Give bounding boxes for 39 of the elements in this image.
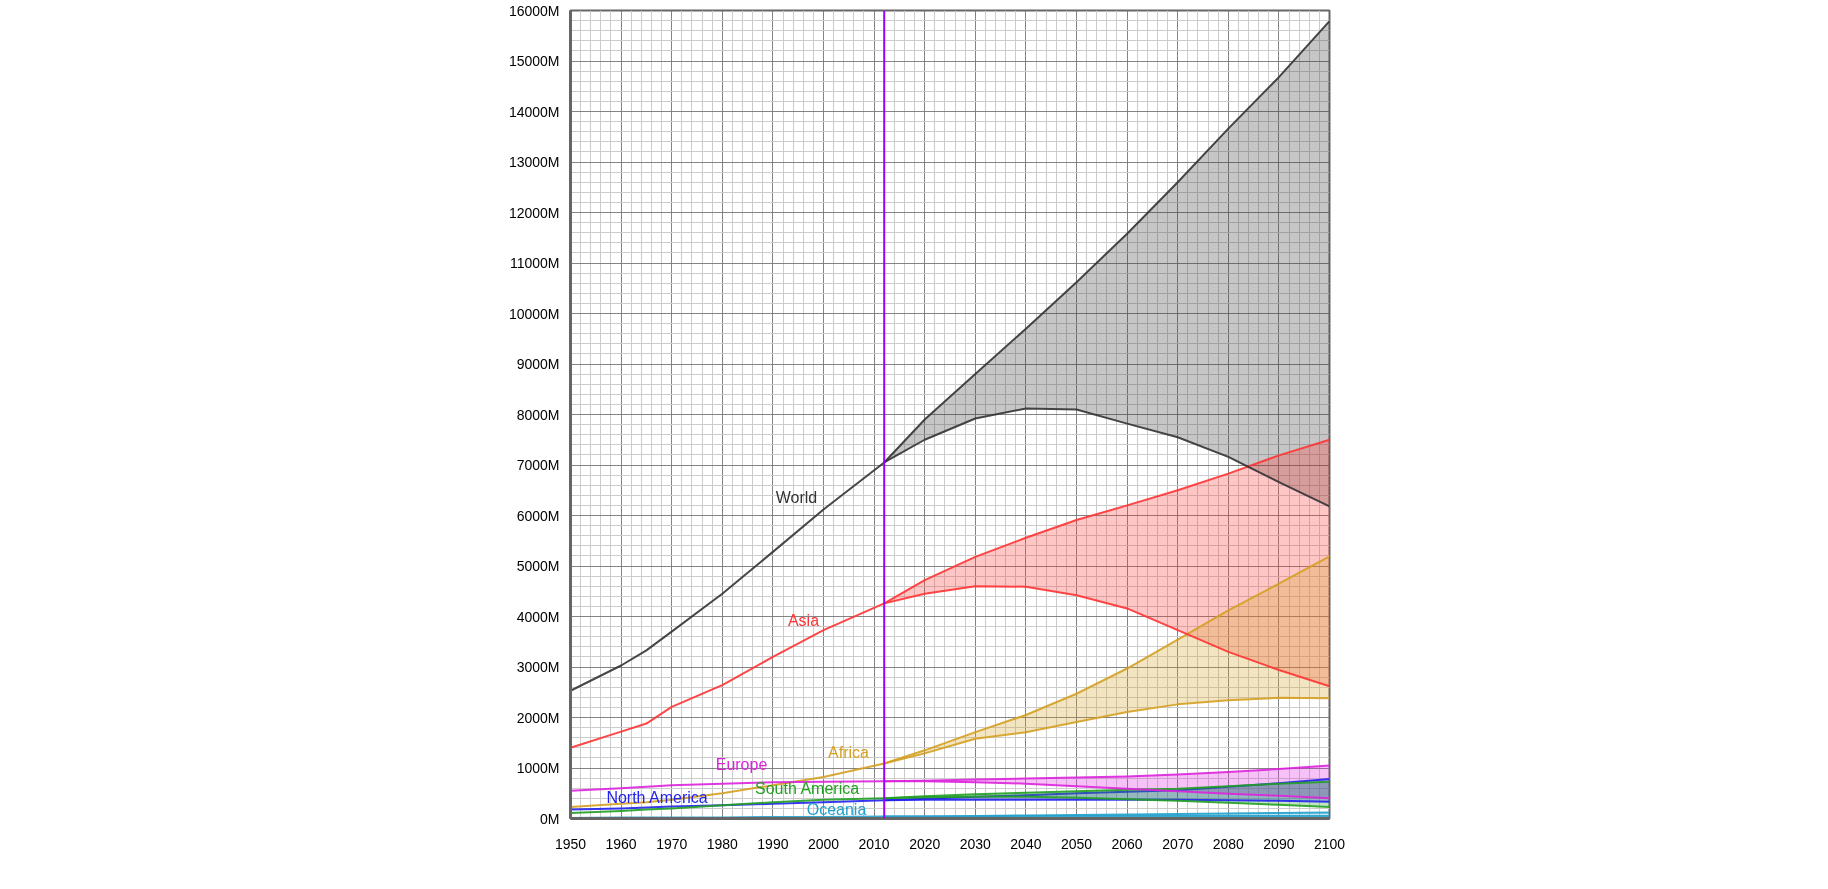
annotation: Oceania <box>806 801 867 818</box>
x-tick-label: 2090 <box>1263 835 1295 852</box>
x-tick-label: 1950 <box>554 835 587 852</box>
x-tick-label: 2010 <box>858 835 890 852</box>
y-tick-label: 0M <box>540 810 560 827</box>
x-tick-label: 1990 <box>757 835 789 852</box>
y-tick-label: 10000M <box>508 305 560 322</box>
x-tick-label: 2050 <box>1060 835 1093 852</box>
y-tick-label: 12000M <box>508 204 560 221</box>
y-tick-label: 11000M <box>509 255 560 271</box>
x-tick-label: 2020 <box>909 835 941 852</box>
x-tick-label: 2030 <box>959 835 992 852</box>
y-tick-label: 5000M <box>516 558 560 574</box>
annotation: Africa <box>828 744 870 761</box>
y-tick-label: 9000M <box>516 356 560 372</box>
x-tick-label: 2000 <box>807 835 840 852</box>
annotation: South America <box>755 780 860 797</box>
y-tick-label: 15000M <box>508 53 560 69</box>
y-tick-label: 14000M <box>508 103 560 120</box>
annotation: Europe <box>715 756 768 773</box>
y-tick-label: 16000M <box>508 2 560 19</box>
y-tick-label: 6000M <box>516 507 560 524</box>
x-tick-label: 1970 <box>656 835 688 852</box>
y-tick-label: 1000M <box>516 760 560 776</box>
x-tick-label: 2100 <box>1313 835 1346 852</box>
annotation: World <box>775 489 818 506</box>
x-tick-label: 2070 <box>1162 835 1194 852</box>
x-tick-label: 1960 <box>605 835 637 852</box>
y-tick-label: 13000M <box>508 154 560 170</box>
x-tick-label: 1980 <box>706 835 739 852</box>
y-tick-label: 2000M <box>516 709 560 726</box>
y-tick-label: 7000M <box>516 457 560 473</box>
x-tick-label: 2080 <box>1212 835 1245 852</box>
x-tick-label: 2060 <box>1111 835 1143 852</box>
y-tick-label: 8000M <box>516 406 560 423</box>
annotation: Asia <box>787 612 820 629</box>
y-tick-label: 4000M <box>516 608 560 625</box>
y-tick-label: 3000M <box>516 659 560 675</box>
x-tick-label: 2040 <box>1010 835 1042 852</box>
